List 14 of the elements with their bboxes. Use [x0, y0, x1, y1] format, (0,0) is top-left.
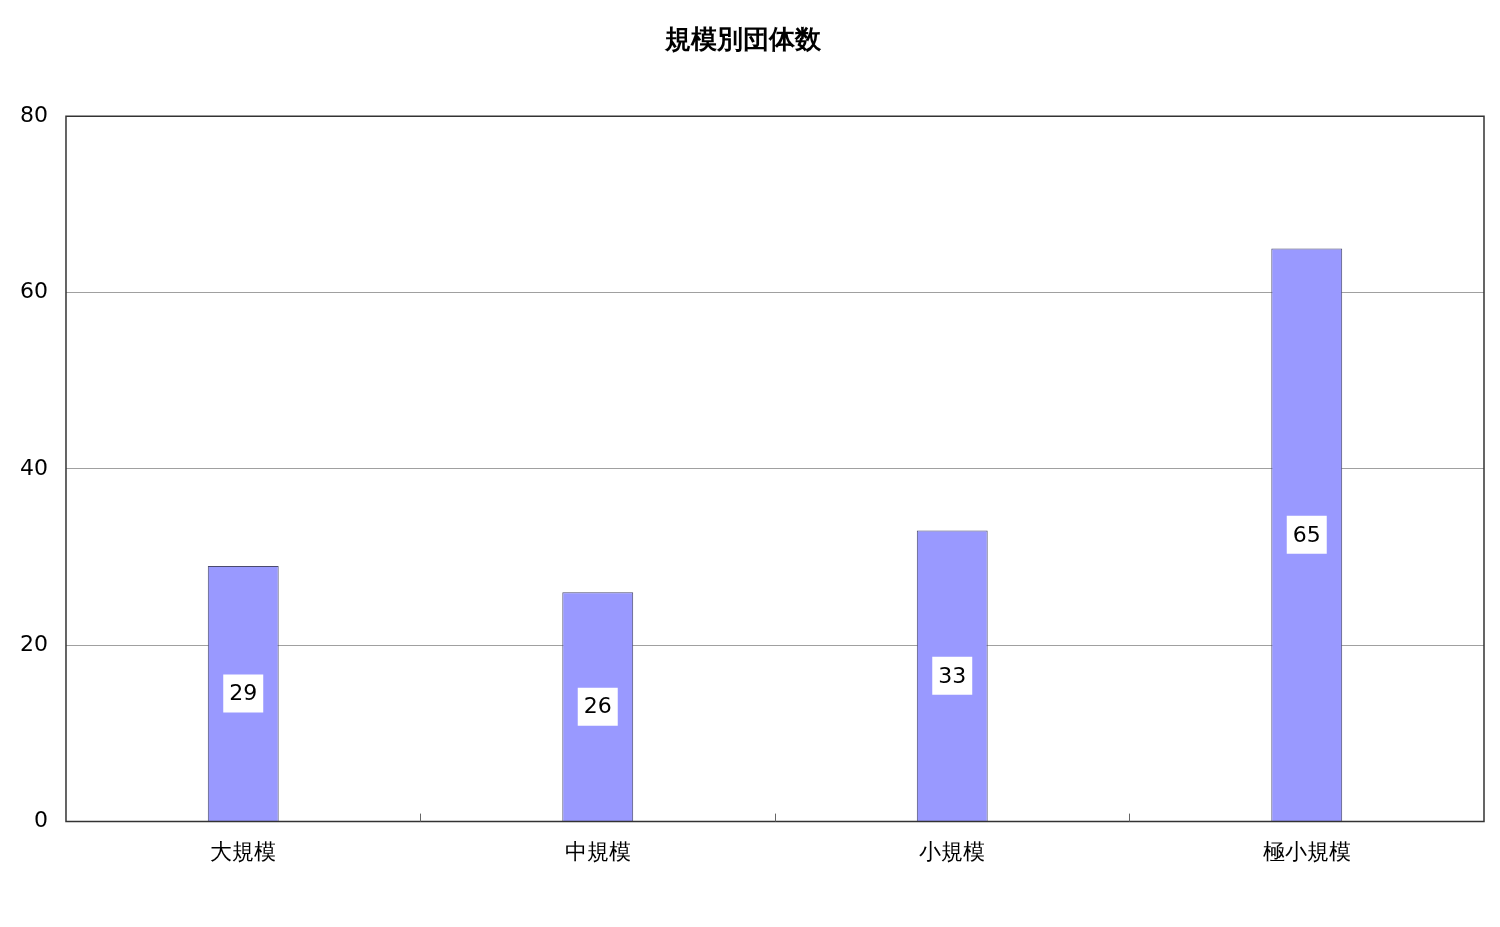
- data-label: 33: [938, 662, 967, 688]
- y-tick-label: 0: [33, 807, 48, 833]
- data-label: 65: [1292, 521, 1321, 547]
- y-tick-label: 80: [19, 101, 48, 127]
- x-tick-label: 大規模: [210, 838, 277, 864]
- data-label: 29: [229, 680, 258, 706]
- y-tick-label: 40: [19, 454, 48, 480]
- x-tick-label: 中規模: [564, 838, 631, 864]
- x-tick-label: 極小規模: [1262, 838, 1351, 864]
- y-tick-label: 20: [19, 630, 48, 656]
- x-tick-label: 小規模: [919, 838, 986, 864]
- data-label: 26: [583, 693, 612, 719]
- y-tick-label: 60: [19, 278, 48, 304]
- chart-title: 規模別団体数: [664, 24, 822, 55]
